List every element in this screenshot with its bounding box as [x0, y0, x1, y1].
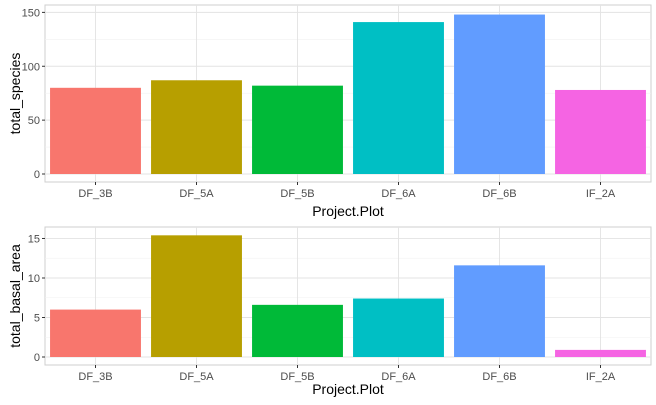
top-chart: 0 50 100 150 DF_3B DF_5A DF_5B DF_6A DF_6B IF_2A…	[7, 4, 652, 219]
top-x-tick-label: DF_5B	[280, 188, 314, 200]
top-y-tick-label: 0	[34, 169, 40, 181]
bottom-x-tick-label: IF_2A	[586, 371, 616, 383]
top-bars	[50, 14, 646, 175]
top-y-ticks: 0 50 100 150	[22, 7, 45, 181]
bottom-x-ticks: DF_3B DF_5A DF_5B DF_6A DF_6B IF_2A	[78, 365, 616, 383]
top-x-tick-label: IF_2A	[586, 188, 616, 200]
bottom-bar-df-6b	[454, 265, 545, 357]
top-bar-df-5a	[151, 80, 242, 174]
top-y-tick-label: 50	[28, 115, 40, 127]
bottom-plot-panel	[44, 226, 652, 366]
top-y-axis-title: total_species	[7, 53, 23, 135]
bottom-bar-if-2a	[555, 349, 646, 357]
bottom-y-axis-title: total_basal_area	[7, 244, 23, 348]
bottom-x-tick-label: DF_5B	[280, 371, 314, 383]
bottom-bar-df-5a	[151, 235, 242, 357]
top-y-tick-label: 150	[22, 7, 40, 19]
bottom-gridlines	[45, 227, 651, 365]
top-x-tick-label: DF_3B	[78, 188, 112, 200]
bottom-y-tick-label: 15	[28, 233, 40, 245]
top-plot-panel	[44, 4, 652, 183]
bottom-bar-df-3b	[50, 309, 141, 357]
top-bar-df-5b	[252, 85, 343, 174]
bottom-y-tick-label: 10	[28, 273, 40, 285]
top-bar-df-6a	[353, 22, 444, 174]
bottom-x-tick-label: DF_6B	[482, 371, 516, 383]
top-x-tick-label: DF_5A	[179, 188, 214, 200]
bottom-y-tick-label: 0	[34, 352, 40, 364]
bottom-y-ticks: 0 5 10 15	[28, 233, 45, 364]
bottom-x-tick-label: DF_3B	[78, 371, 112, 383]
top-x-tick-label: DF_6B	[482, 188, 516, 200]
bottom-x-axis-title: Project.Plot	[312, 381, 384, 397]
top-x-tick-label: DF_6A	[381, 188, 416, 200]
top-bar-if-2a	[555, 89, 646, 174]
bottom-x-tick-label: DF_6A	[381, 371, 416, 383]
top-y-tick-label: 100	[22, 61, 40, 73]
bottom-bar-df-6a	[353, 298, 444, 357]
bottom-chart: 0 5 10 15 DF_3B DF_5A DF_5B DF_6A DF_6B IF_2A Pr…	[7, 226, 652, 397]
bottom-y-tick-label: 5	[34, 312, 40, 324]
bottom-bar-df-5b	[252, 304, 343, 357]
top-bar-df-6b	[454, 14, 545, 175]
bottom-x-tick-label: DF_5A	[179, 371, 214, 383]
top-bar-df-3b	[50, 87, 141, 174]
bottom-bars	[50, 235, 646, 357]
top-x-ticks: DF_3B DF_5A DF_5B DF_6A DF_6B IF_2A	[78, 182, 616, 200]
top-x-axis-title: Project.Plot	[312, 203, 384, 219]
